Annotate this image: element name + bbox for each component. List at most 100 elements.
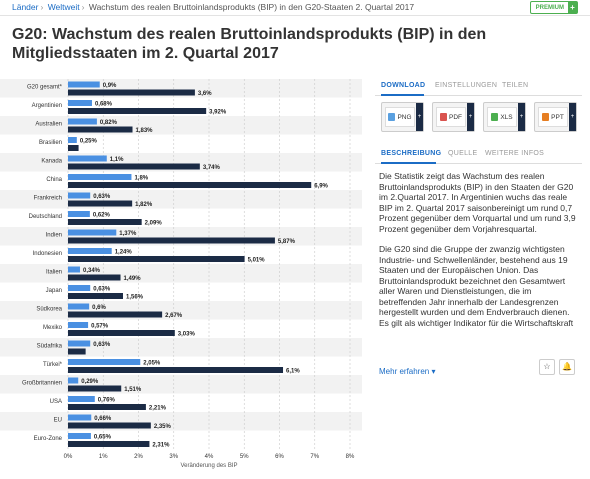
category-label: Mexiko [43,325,63,331]
bar-series-2 [68,108,207,114]
category-label: Indonesien [33,251,62,257]
breadcrumb-separator: › [40,2,44,12]
bar-series-1 [68,211,90,217]
download-xls-button[interactable]: XLS + [483,102,526,132]
bar-series-1 [68,414,92,421]
x-tick-label: 0% [64,454,73,460]
category-label: Brasilien [39,140,62,146]
data-label: 3,92% [209,109,227,115]
download-ppt-label: PPT [551,113,564,121]
active-tab-indicator [381,162,436,164]
bar-series-2 [68,385,122,392]
data-label: 6,9% [314,183,328,189]
bar-series-1 [68,433,91,439]
category-label: Deutschland [29,214,62,220]
data-label: 0,65% [94,434,112,440]
bar-series-2 [68,330,175,336]
premium-button[interactable]: PREMIUM + [529,1,578,14]
bar-series-1 [68,248,112,254]
bar-series-2 [68,404,146,410]
category-label: Italien [46,270,62,276]
data-label: 1,51% [124,387,142,393]
category-label: Südkorea [36,307,62,313]
bar-series-2 [68,145,79,151]
x-tick-label: 5% [240,454,249,460]
download-buttons: PNG + PDF + XLS + PPT + [379,102,579,132]
plus-icon: + [416,103,423,131]
data-label: 0,82% [100,120,118,126]
category-label: China [46,177,62,183]
data-label: 1,56% [126,294,144,300]
data-label: 0,9% [103,83,117,89]
info-tabs: BESCHREIBUNG QUELLE WEITERE INFOS [375,146,582,164]
bar-series-2 [68,311,163,318]
bar-series-1 [68,340,91,347]
download-tabs: DOWNLOAD EINSTELLUNGEN TEILEN [375,78,582,96]
tab-quelle[interactable]: QUELLE [448,150,478,157]
x-tick-label: 7% [310,454,319,460]
data-label: 0,76% [98,397,116,403]
notification-button[interactable]: 🔔 [559,359,575,375]
tab-einstellungen[interactable]: EINSTELLUNGEN [435,82,498,89]
x-tick-label: 4% [205,454,214,460]
text-fade-overlay [375,328,582,352]
data-label: 1,37% [119,231,137,237]
data-label: 0,25% [80,138,98,144]
data-label: 0,66% [94,416,112,422]
data-label: 0,6% [92,305,106,311]
category-label: Indien [46,233,62,239]
category-label: Japan [46,288,62,294]
favorite-button[interactable]: ☆ [539,359,555,375]
category-label: Türkei* [43,362,63,368]
bar-series-1 [68,100,92,106]
row-stripe [0,338,362,357]
data-label: 5,87% [278,239,296,245]
bar-series-1 [68,81,100,88]
breadcrumb: Länder › Weltweit › Wachstum des realen Br… [12,2,414,12]
x-tick-label: 1% [99,454,108,460]
download-pdf-button[interactable]: PDF + [432,102,475,132]
bar-series-2 [68,219,142,225]
x-axis-label: Veränderung des BIP [180,463,237,469]
chart-container: G20 gesamt* 0,9% 3,6% Argentinien 0,68% 3,92%… [0,74,362,479]
x-tick-label: 3% [169,454,178,460]
data-label: 3,74% [203,165,221,171]
tab-teilen[interactable]: TEILEN [502,82,529,89]
plus-icon: + [569,103,576,131]
data-label: 2,67% [165,313,183,319]
category-label: Südafrika [37,344,63,350]
bar-series-1 [68,192,91,199]
data-label: 3,6% [198,91,212,97]
breadcrumb-item-weltweit[interactable]: Weltweit [47,2,80,12]
category-label: Euro-Zone [34,436,63,442]
bar-series-1 [68,155,107,162]
category-label: Frankreich [34,196,62,202]
download-ppt-button[interactable]: PPT + [534,102,577,132]
bar-series-1 [68,118,97,125]
tab-weitere-infos[interactable]: WEITERE INFOS [485,150,545,157]
download-png-button[interactable]: PNG + [381,102,424,132]
description-paragraph: Die G20 sind die Gruppe der zwanzig wich… [379,244,574,328]
xls-file-icon [491,113,499,121]
breadcrumb-separator: › [81,2,85,12]
data-label: 2,21% [149,405,167,411]
data-label: 1,24% [115,249,133,255]
page-title: G20: Wachstum des realen Bruttoinlandspr… [12,26,487,62]
category-label: USA [50,399,62,405]
more-link-label: Mehr erfahren [379,367,430,376]
data-label: 0,68% [95,101,113,107]
data-label: 0,62% [93,212,111,218]
more-link[interactable]: Mehr erfahren ▾ [379,367,436,376]
bar-series-2 [68,182,312,188]
breadcrumb-item-laender[interactable]: Länder [12,2,39,12]
data-label: 0,63% [93,194,111,200]
top-bar: Länder › Weltweit › Wachstum des realen Br… [0,0,590,16]
bar-series-2 [68,348,86,355]
tab-beschreibung[interactable]: BESCHREIBUNG [381,150,442,157]
download-xls-label: XLS [500,113,513,121]
category-label: Argentinien [32,103,62,109]
bar-series-2 [68,200,133,207]
plus-icon: + [467,103,474,131]
tab-download[interactable]: DOWNLOAD [381,82,426,89]
category-label: Australien [35,122,62,128]
